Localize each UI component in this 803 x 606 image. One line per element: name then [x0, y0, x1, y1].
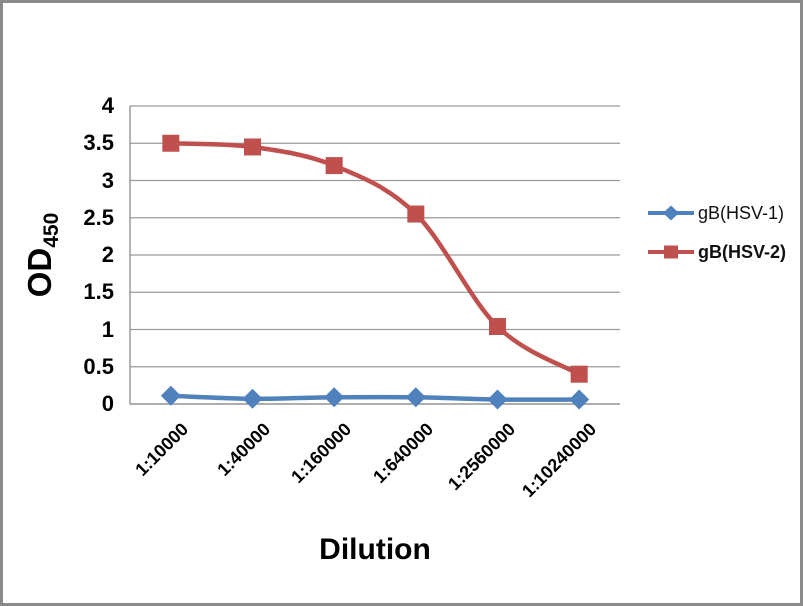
data-point-diamond-gB(HSV-1) [405, 387, 426, 408]
series-line-gB(HSV-1) [168, 393, 582, 402]
y-axis-title-subscript: 450 [40, 212, 63, 248]
data-point-square-gB(HSV-2) [162, 134, 180, 152]
y-axis-title: OD450 [21, 213, 63, 298]
y-tick-label: 2 [101, 242, 114, 267]
data-point-diamond-gB(HSV-1) [160, 385, 181, 406]
legend-item-gb-hsv-2: gB(HSV-2) [648, 237, 786, 267]
series-line-gB(HSV-2) [168, 141, 582, 377]
data-point-square-gB(HSV-2) [325, 157, 343, 175]
legend-swatch-line-diamond-icon [648, 205, 694, 221]
legend-label-gb-hsv-1: gB(HSV-1) [698, 202, 785, 223]
legend: gB(HSV-1) gB(HSV-2) [648, 198, 786, 276]
data-point-diamond-gB(HSV-1) [487, 389, 508, 410]
y-tick-label: 0.5 [83, 353, 114, 379]
y-tick-label: 0 [101, 391, 114, 416]
legend-swatch-line-square-icon [648, 245, 694, 259]
legend-item-gb-hsv-1: gB(HSV-1) [648, 198, 786, 228]
legend-label-gb-hsv-2: gB(HSV-2) [698, 241, 787, 262]
y-axis-title-text: OD [21, 247, 58, 298]
data-point-square-gB(HSV-2) [489, 318, 506, 336]
x-axis-title: Dilution [319, 533, 431, 566]
data-point-square-gB(HSV-2) [244, 138, 261, 156]
y-tick-label: 3 [101, 167, 114, 193]
y-tick-label: 4 [101, 93, 114, 118]
y-tick-label: 1 [101, 316, 114, 342]
y-tick-label: 3.5 [83, 130, 114, 156]
data-point-diamond-gB(HSV-1) [569, 389, 590, 410]
y-tick-label: 2.5 [83, 204, 114, 230]
data-point-square-gB(HSV-2) [407, 205, 425, 223]
y-tick-label: 1.5 [83, 279, 114, 305]
data-point-square-gB(HSV-2) [570, 365, 588, 383]
data-point-diamond-gB(HSV-1) [324, 387, 345, 408]
data-point-diamond-gB(HSV-1) [242, 388, 263, 409]
